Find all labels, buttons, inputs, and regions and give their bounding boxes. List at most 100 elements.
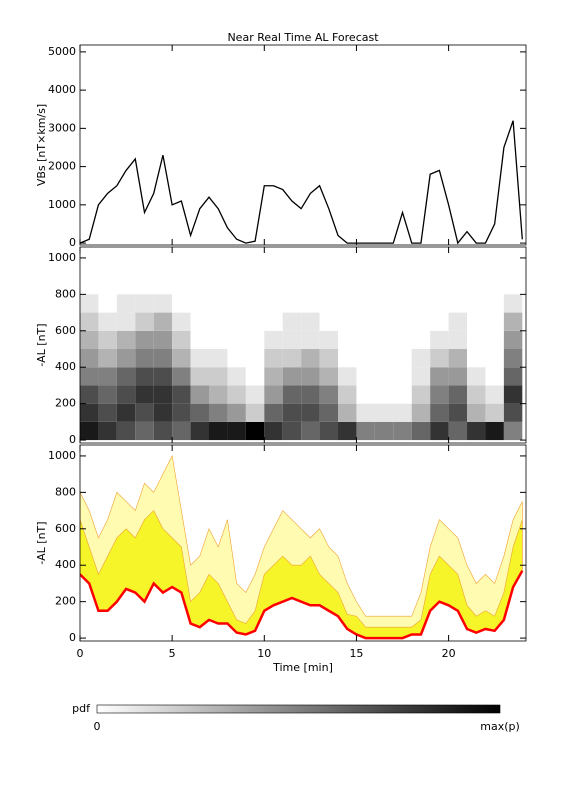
pdf-cell — [282, 349, 302, 368]
pdf-cell — [227, 421, 246, 441]
pdf-cell — [430, 330, 449, 350]
colorbar-min: 0 — [94, 720, 101, 733]
pdf-cell — [209, 294, 228, 313]
pdf-cell — [153, 421, 173, 441]
pdf-cell — [245, 349, 265, 368]
pdf-cell — [209, 385, 228, 404]
pdf-cell — [264, 294, 283, 313]
pdf-cell — [485, 349, 504, 368]
pdf-cell — [319, 294, 339, 313]
y-tick-label: 200 — [55, 397, 76, 410]
pdf-cell — [301, 421, 320, 441]
pdf-cell — [374, 312, 394, 331]
pdf-cell — [245, 294, 265, 313]
pdf-cell — [374, 385, 394, 404]
pdf-cell — [135, 330, 154, 350]
pdf-cell — [135, 385, 154, 404]
pdf-cell — [116, 421, 136, 441]
pdf-cell — [485, 403, 504, 422]
pdf-cell — [319, 421, 339, 441]
x-axis-label: Time [min] — [272, 661, 333, 674]
pdf-cell — [153, 312, 173, 331]
pdf-cell — [430, 367, 449, 386]
pdf-cell — [356, 294, 375, 313]
pdf-cell — [135, 312, 154, 331]
pdf-cell — [448, 294, 468, 313]
pdf-cell — [356, 385, 375, 404]
pdf-cell — [411, 349, 431, 368]
pdf-cell — [153, 403, 173, 422]
pdf-cell — [301, 403, 320, 422]
y-tick-label: 800 — [55, 485, 76, 498]
pdf-cell — [430, 312, 449, 331]
pdf-cell — [227, 330, 246, 350]
pdf-cell — [485, 385, 504, 404]
pdf-cell — [172, 367, 191, 386]
pdf-cell — [116, 385, 136, 404]
x-tick-label: 15 — [349, 647, 363, 660]
pdf-cell — [448, 421, 468, 441]
pdf-cell — [448, 330, 468, 350]
pdf-cell — [430, 403, 449, 422]
pdf-cell — [338, 367, 357, 386]
pdf-cell — [172, 421, 191, 441]
chart-title: Near Real Time AL Forecast — [227, 31, 379, 44]
y-tick-label: 600 — [55, 522, 76, 535]
pdf-cell — [98, 385, 117, 404]
pdf-cell — [116, 349, 136, 368]
pdf-cell — [153, 367, 173, 386]
pdf-cell — [227, 403, 246, 422]
pdf-cell — [485, 330, 504, 350]
pdf-cell — [393, 421, 412, 441]
pdf-cell — [172, 330, 191, 350]
pdf-cell — [227, 349, 246, 368]
pdf-cell — [135, 421, 154, 441]
pdf-cell — [503, 330, 523, 350]
plot-area — [80, 120, 523, 245]
pdf-cell — [467, 330, 486, 350]
pdf-cell — [319, 349, 339, 368]
pdf-cell — [190, 349, 210, 368]
pdf-cell — [411, 367, 431, 386]
pdf-cell — [282, 367, 302, 386]
pdf-cell — [448, 403, 468, 422]
pdf-cell — [393, 403, 412, 422]
panel: 0 200 400 600 800 1000 -AL [nT] — [35, 246, 527, 446]
y-tick-label: 1000 — [48, 251, 76, 264]
colorbar-max: max(p) — [480, 720, 520, 733]
pdf-cell — [209, 421, 228, 441]
pdf-cell — [503, 421, 523, 441]
pdf-cell — [282, 403, 302, 422]
pdf-cell — [503, 367, 523, 386]
pdf-cell — [80, 421, 99, 441]
pdf-cell — [467, 294, 486, 313]
colorbar — [96, 704, 501, 714]
pdf-cell — [135, 403, 154, 422]
pdf-cell — [135, 349, 154, 368]
pdf-cell — [172, 349, 191, 368]
pdf-cell — [264, 330, 283, 350]
pdf-cell — [80, 330, 99, 350]
pdf-cell — [153, 385, 173, 404]
pdf-cell — [209, 330, 228, 350]
pdf-cell — [227, 367, 246, 386]
pdf-cell — [356, 403, 375, 422]
pdf-cell — [338, 312, 357, 331]
pdf-cell — [356, 349, 375, 368]
pdf-cell — [172, 385, 191, 404]
pdf-cell — [503, 403, 523, 422]
pdf-cell — [411, 294, 431, 313]
pdf-cell — [98, 367, 117, 386]
pdf-cell — [80, 385, 99, 404]
y-tick-label: 5000 — [48, 45, 76, 58]
plot-area — [80, 454, 524, 640]
pdf-cell — [98, 403, 117, 422]
pdf-cell — [503, 294, 523, 313]
pdf-cell — [485, 294, 504, 313]
pdf-cell — [227, 312, 246, 331]
x-tick-label: 0 — [77, 647, 84, 660]
pdf-cell — [98, 312, 117, 331]
pdf-cell — [190, 330, 210, 350]
pdf-cell — [503, 385, 523, 404]
colorbar-label: pdf — [72, 702, 91, 715]
